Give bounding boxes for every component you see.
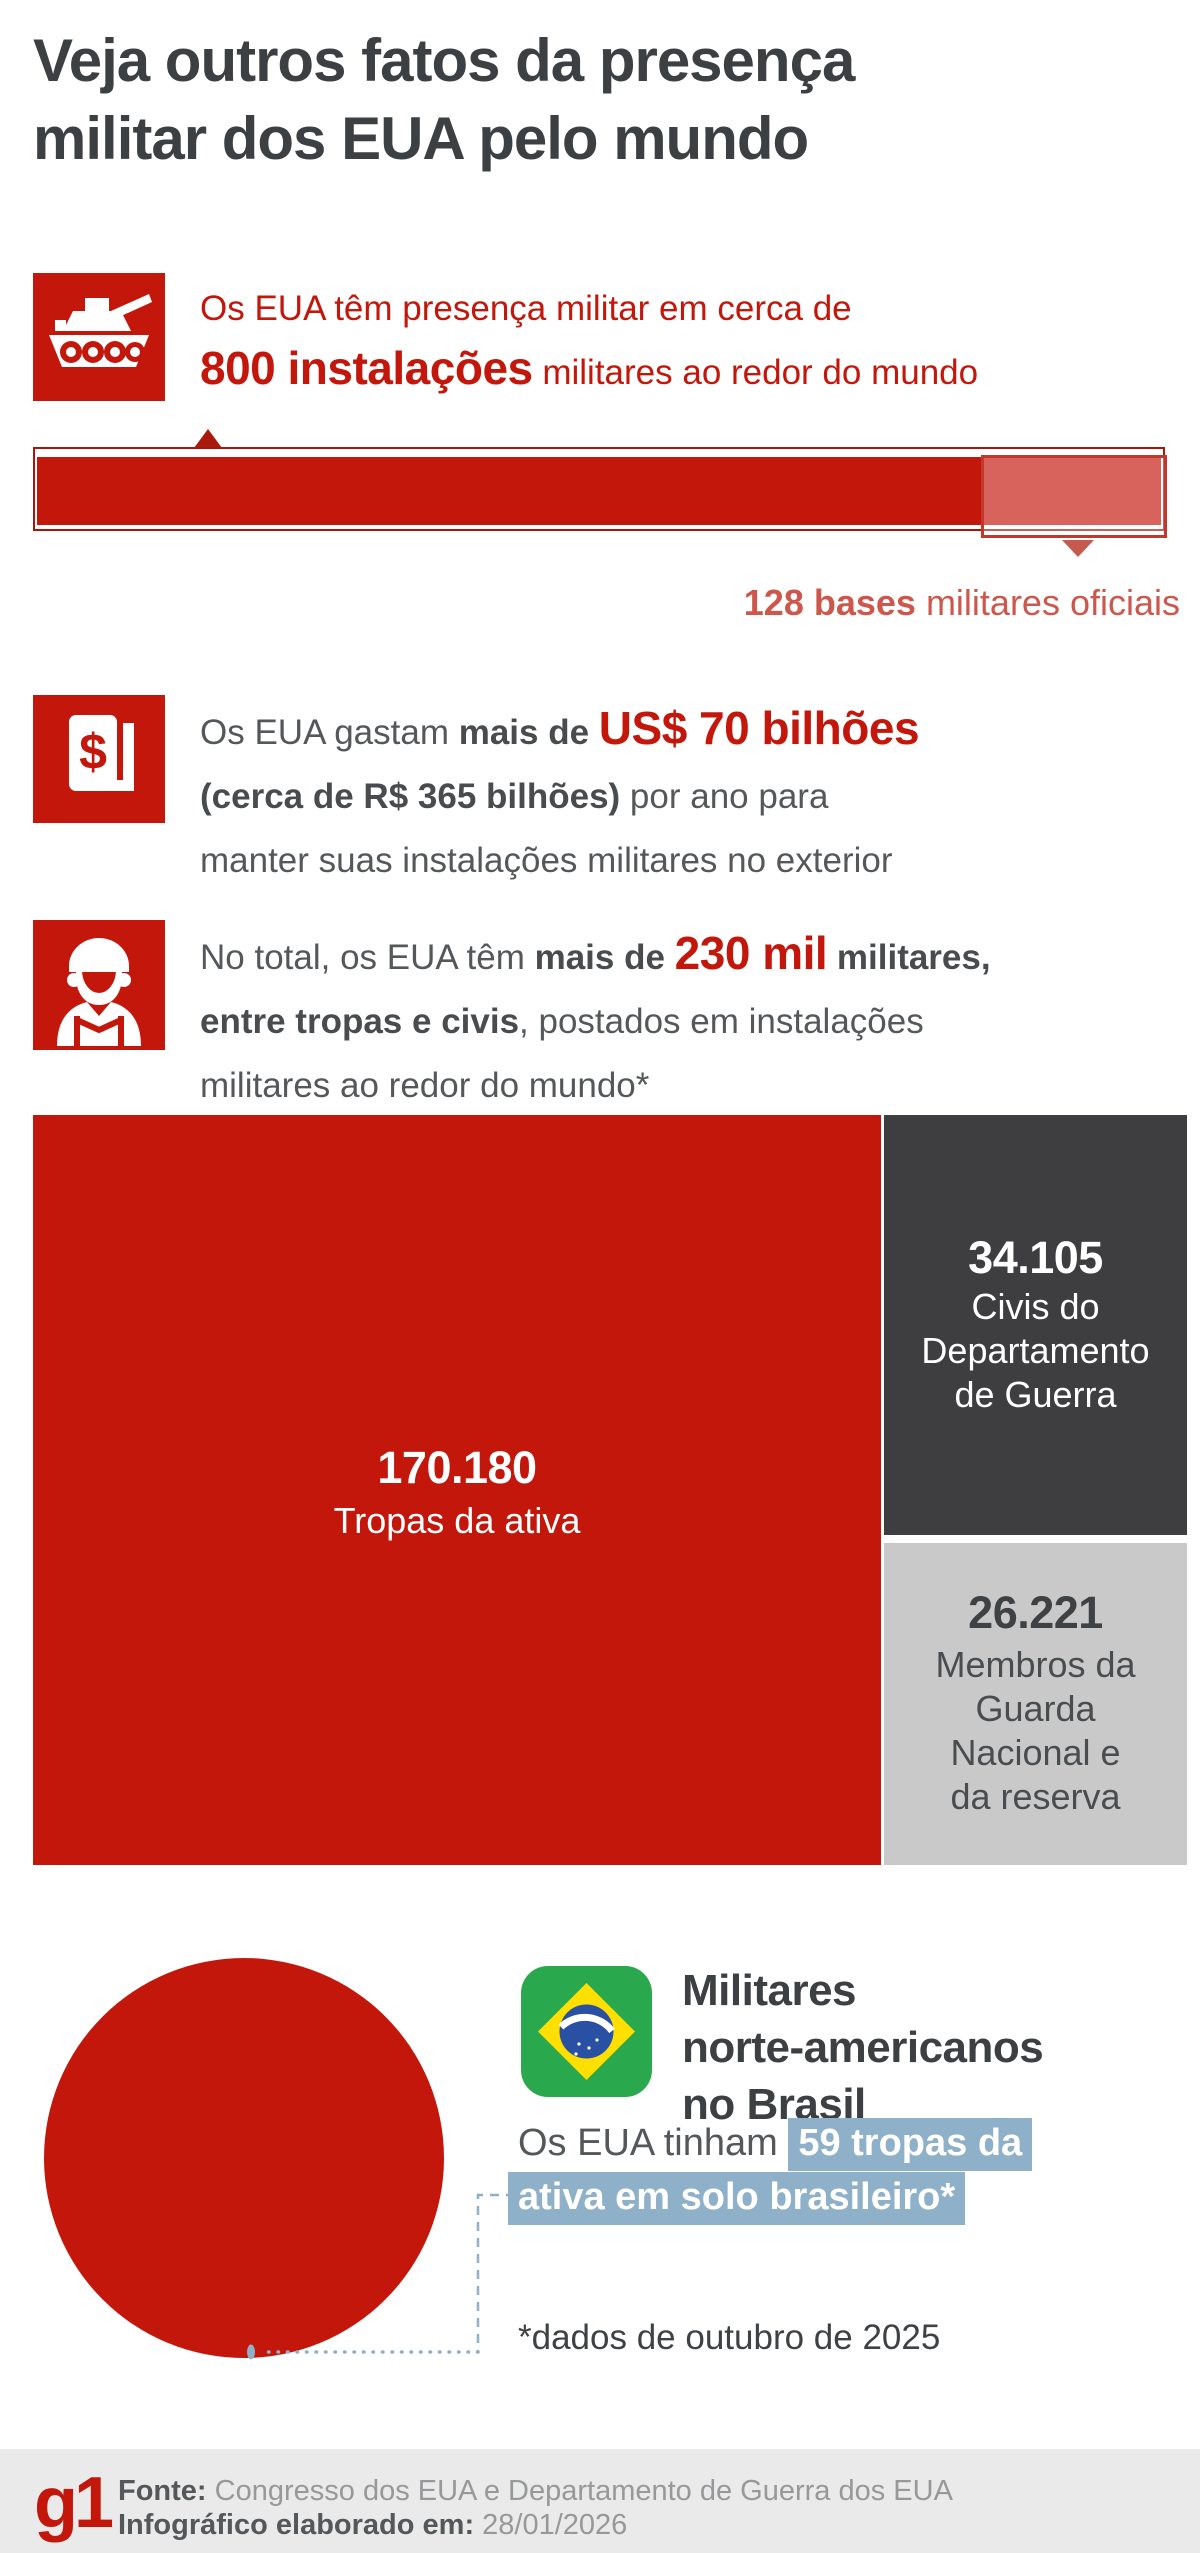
civilians-value: 34.105 [968,1232,1103,1283]
guard-reserve-label: Membros da Guarda Nacional e da reserva [935,1644,1136,1817]
brazil-troops-circle [44,1958,444,2358]
bases-bar-official-highlight [981,455,1167,538]
bar-marker-up-icon [194,429,222,448]
installations-count: 800 instalações [200,342,533,394]
money-icon: $ [33,695,165,823]
page-title: Veja outros fatos da presença militar do… [33,22,1173,178]
brazil-highlight-2: ativa em solo brasileiro* [508,2172,966,2225]
bases-bar-label: 128 bases militares oficiais [743,582,1180,623]
fact-installations-line1: Os EUA têm presença militar em cerca de [200,289,852,328]
footer-source-line: Fonte: Congresso dos EUA e Departamento … [118,2475,953,2507]
brazil-heading: Militares norte-americanos no Brasil [682,1966,1044,2129]
fact-spending-line1: Os EUA gastam mais de US$ 70 bilhões [200,702,920,754]
title-line-2: militar dos EUA pelo mundo [33,105,809,172]
soldier-icon [33,920,165,1050]
footer-credits: Fonte: Congresso dos EUA e Departamento … [118,2474,953,2542]
active-troops-label: Tropas da ativa [333,1500,581,1541]
fact-personnel: No total, os EUA têm mais de 230 mil mil… [200,925,1180,1114]
brazil-text-line2: ativa em solo brasileiro* [508,2172,966,2225]
fact-personnel-line2: entre tropas e civis, postados em instal… [200,1002,924,1041]
fact-spending-line2: (cerca de R$ 365 bilhões) por ano para [200,777,829,816]
brazil-text-line1: Os EUA tinham 59 tropas da [518,2118,1033,2171]
fact-installations: Os EUA têm presença militar em cerca de … [200,280,1180,411]
tank-icon [33,273,165,401]
guard-reserve-value: 26.221 [968,1587,1103,1638]
g1-logo: g1 [34,2463,114,2543]
bar-marker-down-icon [1062,540,1094,557]
chart-block-active-troops: 170.180 Tropas da ativa [33,1115,881,1865]
svg-text:$: $ [79,724,107,780]
fact-spending: Os EUA gastam mais de US$ 70 bilhões (ce… [200,700,1180,889]
footer-date-line: Infográfico elaborado em: 28/01/2026 [118,2509,628,2541]
footnote: *dados de outubro de 2025 [518,2318,941,2357]
chart-block-civilians: 34.105 Civis do Departamento de Guerra [884,1115,1187,1535]
fact-personnel-line3: militares ao redor do mundo* [200,1066,650,1105]
bases-bar-total [37,457,1161,525]
fact-installations-line2: 800 instalações militares ao redor do mu… [200,342,979,394]
personnel-count: 230 mil [674,927,828,979]
civilians-label: Civis do Departamento de Guerra [921,1286,1150,1415]
brazil-flag-icon [521,1966,652,2102]
footer [0,2449,1200,2553]
fact-personnel-line1: No total, os EUA têm mais de 230 mil mil… [200,927,991,979]
spending-amount: US$ 70 bilhões [598,702,920,754]
title-line-1: Veja outros fatos da presença [33,27,855,94]
callout-dashed-line [247,2193,515,2360]
brazil-highlight-1: 59 tropas da [788,2118,1033,2171]
chart-block-guard-reserve: 26.221 Membros da Guarda Nacional e da r… [884,1543,1187,1865]
fact-spending-line3: manter suas instalações militares no ext… [200,841,893,880]
active-troops-value: 170.180 [377,1442,537,1493]
